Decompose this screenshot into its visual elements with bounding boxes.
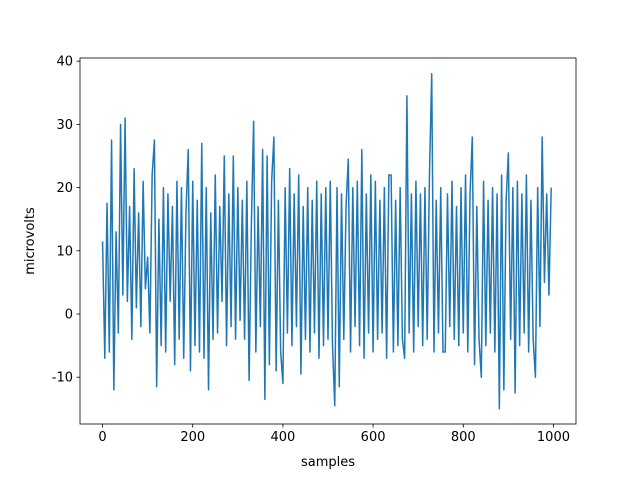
y-tick-label: 20 <box>56 181 73 196</box>
x-tick-label: 400 <box>270 430 295 445</box>
x-tick-label: 800 <box>451 430 476 445</box>
x-tick-label: 200 <box>180 430 205 445</box>
y-tick-label: -10 <box>52 371 73 386</box>
y-tick-label: 0 <box>65 308 73 323</box>
x-tick-label: 1000 <box>537 430 570 445</box>
data-line <box>101 73 552 410</box>
y-tick-label: 30 <box>56 118 73 133</box>
y-axis-label: microvolts <box>23 207 38 275</box>
y-tick-label: 40 <box>56 55 73 70</box>
x-axis-label: samples <box>301 455 355 470</box>
y-tick-label: 10 <box>56 244 73 259</box>
axes-frame <box>79 57 577 425</box>
x-tick-label: 600 <box>361 430 386 445</box>
x-tick-label: 0 <box>98 430 106 445</box>
